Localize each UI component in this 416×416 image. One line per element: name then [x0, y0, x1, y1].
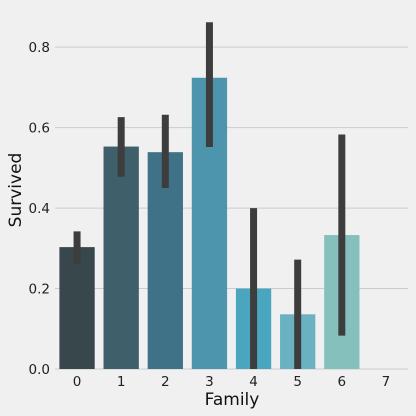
x-tick-label-1: 1	[117, 374, 126, 390]
y-tick-label-2: 0.4	[29, 201, 50, 217]
bar-0	[59, 247, 95, 369]
y-tick-label-4: 0.8	[29, 40, 50, 56]
x-tick-label-6: 6	[338, 374, 347, 390]
x-tick-labels: 0 1 2 3 4 5 6 7	[73, 374, 390, 390]
y-tick-labels: 0.0 0.2 0.4 0.6 0.8	[29, 40, 50, 378]
y-tick-label-3: 0.6	[29, 121, 50, 137]
bar-2	[147, 152, 183, 369]
x-tick-label-5: 5	[293, 374, 302, 390]
error-bars	[73, 22, 346, 369]
x-axis-label: Family	[205, 390, 260, 410]
x-tick-label-4: 4	[249, 374, 258, 390]
bar-1	[103, 146, 139, 369]
x-tick-label-0: 0	[73, 374, 82, 390]
x-tick-label-3: 3	[205, 374, 214, 390]
y-axis-label: Survived	[6, 153, 26, 228]
y-tick-label-1: 0.2	[29, 282, 50, 298]
x-tick-label-7: 7	[382, 374, 391, 390]
y-tick-label-0: 0.0	[29, 362, 50, 378]
x-tick-label-2: 2	[161, 374, 170, 390]
